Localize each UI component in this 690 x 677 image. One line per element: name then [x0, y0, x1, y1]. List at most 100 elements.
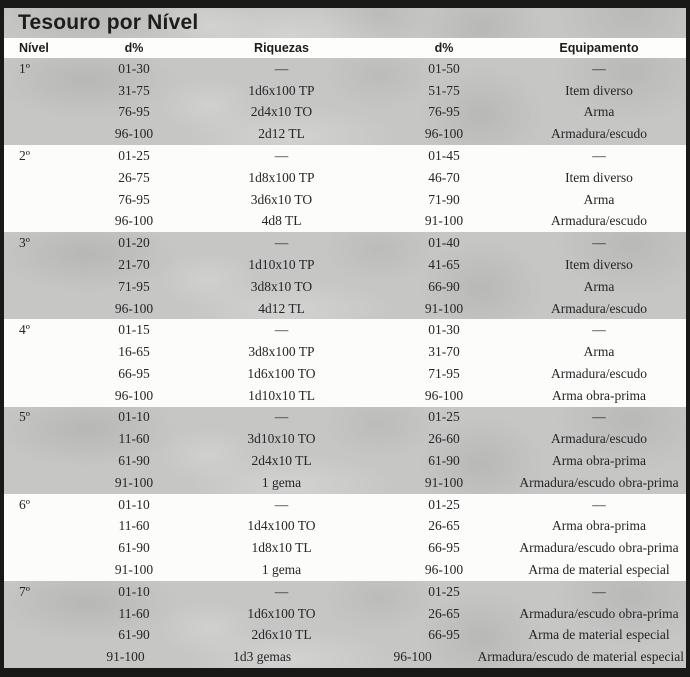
gear-roll-cell: 46-70 [428, 169, 460, 185]
table-row: 16-65 3d8x100 TP 31-70 Arma [4, 341, 686, 363]
gear-roll-cell: 41-65 [428, 256, 460, 272]
gear-result-cell: Armadura/escudo de material especial [477, 649, 684, 665]
wealth-result-cell: 3d6x10 TO [250, 191, 313, 207]
gear-roll-cell: 26-60 [428, 431, 460, 447]
wealth-roll-cell: 26-75 [118, 169, 150, 185]
wealth-result-cell: 1d8x100 TP [248, 169, 315, 185]
table-row: 96-100 4d12 TL 91-100 Armadura/escudo [4, 298, 686, 320]
wealth-roll-cell: 96-100 [114, 300, 154, 316]
table-row: 2º 01-25 — 01-45 — [4, 145, 686, 167]
wealth-roll-cell: 71-95 [118, 278, 150, 294]
wealth-roll-cell: 96-100 [114, 387, 154, 403]
table-row: 61-90 2d6x10 TL 66-95 Arma de material e… [4, 624, 686, 646]
header-equipamento: Equipamento [559, 41, 639, 55]
gear-result-cell: Arma [583, 104, 615, 120]
level-label: 6º [19, 496, 30, 512]
gear-result-cell: Item diverso [565, 256, 633, 272]
wealth-result-cell: — [274, 60, 289, 76]
gear-roll-cell: 71-90 [428, 191, 460, 207]
table-row: 66-95 1d6x100 TO 71-95 Armadura/escudo [4, 363, 686, 385]
table-title: Tesouro por Nível [18, 11, 199, 34]
table-row: 3º 01-20 — 01-40 — [4, 232, 686, 254]
level-group-6: 6º 01-10 — 01-25 — 11-60 1d4x100 TO 26-6… [4, 493, 686, 581]
gear-result-cell: — [592, 235, 606, 251]
wealth-roll-cell: 61-90 [118, 540, 150, 556]
gear-roll-cell: 96-100 [424, 387, 464, 403]
gear-roll-cell: 66-90 [428, 278, 460, 294]
gear-result-cell: Armadura/escudo [551, 300, 647, 316]
wealth-roll-cell: 16-65 [118, 344, 150, 360]
header-d-percent-riquezas: d% [124, 41, 144, 55]
wealth-result-cell: 1d10x10 TL [248, 387, 315, 403]
gear-roll-cell: 01-40 [428, 235, 460, 251]
gear-roll-cell: 76-95 [428, 104, 460, 120]
wealth-result-cell: — [274, 583, 289, 599]
table-row: 7º 01-10 — 01-25 — [4, 581, 686, 603]
wealth-roll-cell: 01-15 [118, 322, 150, 338]
table-row: 71-95 3d8x10 TO 66-90 Arma [4, 276, 686, 298]
level-label: 2º [19, 148, 30, 164]
wealth-roll-cell: 01-30 [118, 60, 150, 76]
gear-result-cell: Arma obra-prima [551, 387, 647, 403]
table-row: 76-95 2d4x10 TO 76-95 Arma [4, 102, 686, 124]
gear-result-cell: Armadura/escudo [551, 365, 647, 381]
gear-result-cell: Arma de material especial [528, 561, 670, 577]
gear-roll-cell: 26-65 [428, 605, 460, 621]
level-group-1: 1º 01-30 — 01-50 — 31-75 1d6x100 TP 51-7… [4, 58, 686, 146]
wealth-roll-cell: 61-90 [118, 627, 150, 643]
wealth-result-cell: 3d10x10 TO [247, 431, 316, 447]
wealth-roll-cell: 01-20 [118, 235, 150, 251]
gear-result-cell: Item diverso [565, 82, 633, 98]
table-row: 11-60 1d4x100 TO 26-65 Arma obra-prima [4, 515, 686, 537]
gear-result-cell: Arma [583, 344, 615, 360]
wealth-result-cell: 2d12 TL [258, 126, 305, 142]
gear-roll-cell: 91-100 [424, 474, 464, 490]
wealth-roll-cell: 96-100 [114, 213, 154, 229]
wealth-result-cell: 1d3 gemas [233, 649, 292, 665]
wealth-result-cell: 2d4x10 TO [250, 104, 313, 120]
level-group-7: 7º 01-10 — 01-25 — 11-60 1d6x100 TO 26-6… [4, 580, 686, 668]
gear-result-cell: Arma obra-prima [551, 453, 647, 469]
table-header-row: Nível d% Riquezas d% Equipamento [4, 38, 686, 58]
table-row: 11-60 1d6x100 TO 26-65 Armadura/escudo o… [4, 603, 686, 625]
gear-roll-cell: 01-25 [428, 409, 460, 425]
wealth-result-cell: 1 gema [261, 561, 302, 577]
wealth-roll-cell: 91-100 [114, 561, 154, 577]
table-row: 76-95 3d6x10 TO 71-90 Arma [4, 189, 686, 211]
gear-roll-cell: 91-100 [424, 300, 464, 316]
gear-result-cell: — [592, 60, 606, 76]
gear-result-cell: Armadura/escudo [551, 213, 647, 229]
table-body: 1º 01-30 — 01-50 — 31-75 1d6x100 TP 51-7… [4, 58, 686, 668]
wealth-result-cell: 3d8x100 TP [248, 344, 315, 360]
table-row: 6º 01-10 — 01-25 — [4, 494, 686, 516]
gear-roll-cell: 91-100 [424, 213, 464, 229]
wealth-result-cell: 4d8 TL [261, 213, 302, 229]
gear-roll-cell: 96-100 [393, 649, 432, 665]
gear-roll-cell: 71-95 [428, 365, 460, 381]
level-label: 4º [19, 322, 30, 338]
table-title-bar: Tesouro por Nível [4, 8, 686, 38]
level-label: 3º [19, 235, 30, 251]
wealth-result-cell: 1d6x100 TP [248, 82, 315, 98]
wealth-roll-cell: 01-10 [118, 409, 150, 425]
gear-roll-cell: 96-100 [424, 561, 464, 577]
wealth-roll-cell: 96-100 [114, 126, 154, 142]
gear-roll-cell: 01-25 [428, 583, 460, 599]
wealth-roll-cell: 91-100 [114, 474, 154, 490]
table-row: 11-60 3d10x10 TO 26-60 Armadura/escudo [4, 428, 686, 450]
level-label: 5º [19, 409, 30, 425]
gear-roll-cell: 01-30 [428, 322, 460, 338]
gear-result-cell: Armadura/escudo obra-prima [519, 540, 679, 556]
level-group-5: 5º 01-10 — 01-25 — 11-60 3d10x10 TO 26-6… [4, 406, 686, 494]
table-row: 91-100 1 gema 96-100 Arma de material es… [4, 559, 686, 581]
table-row: 26-75 1d8x100 TP 46-70 Item diverso [4, 167, 686, 189]
wealth-roll-cell: 11-60 [118, 605, 150, 621]
table-row: 1º 01-30 — 01-50 — [4, 58, 686, 80]
wealth-roll-cell: 61-90 [118, 453, 150, 469]
table-row: 21-70 1d10x10 TP 41-65 Item diverso [4, 254, 686, 276]
table-row: 4º 01-15 — 01-30 — [4, 319, 686, 341]
wealth-result-cell: — [274, 322, 289, 338]
gear-roll-cell: 31-70 [428, 344, 460, 360]
table-row: 61-90 1d8x10 TL 66-95 Armadura/escudo ob… [4, 537, 686, 559]
